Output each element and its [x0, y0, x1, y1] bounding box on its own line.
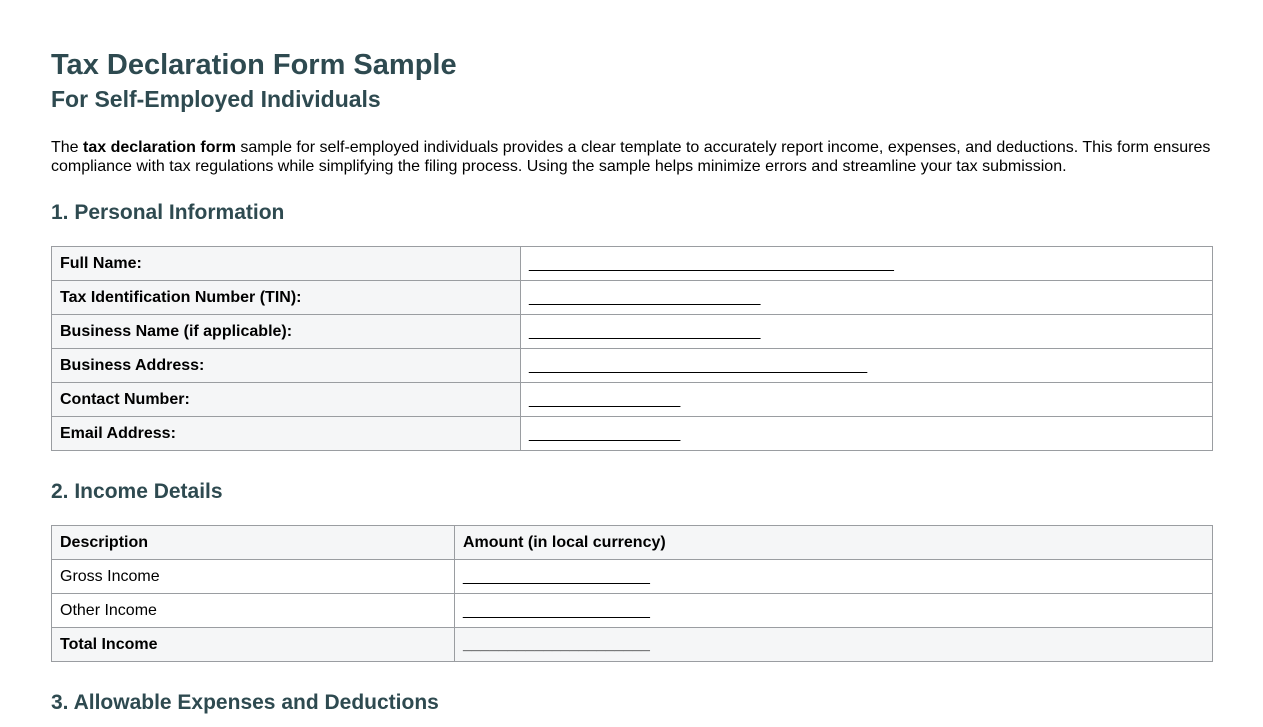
intro-bold-phrase: tax declaration form — [83, 139, 236, 156]
blank-line-total-income: _____________________ — [463, 636, 650, 653]
table-row: Tax Identification Number (TIN): _______… — [51, 280, 1213, 315]
blank-line-gross-income: _____________________ — [463, 568, 650, 585]
personal-info-table: Full Name: _____________________________… — [51, 246, 1213, 451]
blank-line-contact-number: _________________ — [529, 391, 681, 408]
field-label-business-name: Business Name (if applicable): — [51, 314, 521, 349]
income-row-label-total: Total Income — [51, 627, 455, 662]
field-label-tin: Tax Identification Number (TIN): — [51, 280, 521, 315]
blank-line-business-address: ______________________________________ — [529, 357, 868, 374]
page-subtitle: For Self-Employed Individuals — [51, 86, 381, 112]
table-row: Full Name: _____________________________… — [51, 246, 1213, 281]
income-details-table: Description Amount (in local currency) G… — [51, 525, 1213, 662]
field-label-business-address: Business Address: — [51, 348, 521, 383]
blank-line-other-income: _____________________ — [463, 602, 650, 619]
table-row-total: Total Income _____________________ — [51, 627, 1213, 662]
blank-line-email-address: _________________ — [529, 425, 681, 442]
field-label-full-name: Full Name: — [51, 246, 521, 281]
income-row-label-other: Other Income — [51, 593, 455, 628]
section-heading-allowable-expenses: 3. Allowable Expenses and Deductions — [51, 691, 439, 714]
blank-line-tin: __________________________ — [529, 289, 761, 306]
column-header-amount: Amount (in local currency) — [454, 525, 1213, 560]
page-title: Tax Declaration Form Sample — [51, 49, 457, 81]
intro-text-before: The — [51, 139, 84, 156]
blank-line-business-name: __________________________ — [529, 323, 761, 340]
table-row: Gross Income _____________________ — [51, 559, 1213, 594]
section-heading-income-details: 2. Income Details — [51, 480, 223, 503]
table-row: Other Income _____________________ — [51, 593, 1213, 628]
field-label-email-address: Email Address: — [51, 416, 521, 451]
field-label-contact-number: Contact Number: — [51, 382, 521, 417]
table-row: Contact Number: _________________ — [51, 382, 1213, 417]
section-heading-personal-information: 1. Personal Information — [51, 201, 285, 224]
table-header-row: Description Amount (in local currency) — [51, 525, 1213, 560]
blank-line-full-name: ________________________________________… — [529, 255, 894, 272]
intro-paragraph: The tax declaration form sample for self… — [51, 138, 1212, 176]
income-row-label-gross: Gross Income — [51, 559, 455, 594]
column-header-description: Description — [51, 525, 455, 560]
intro-text-after: sample for self-employed individuals pro… — [51, 139, 1211, 175]
table-row: Business Address: ______________________… — [51, 348, 1213, 383]
table-row: Email Address: _________________ — [51, 416, 1213, 451]
table-row: Business Name (if applicable): _________… — [51, 314, 1213, 349]
